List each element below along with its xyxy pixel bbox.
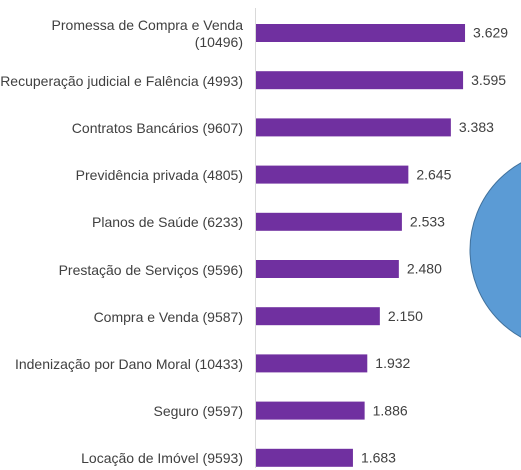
category-label: Previdência privada (4805) (75, 167, 243, 184)
category-label: Prestação de Serviços (9596) (58, 261, 243, 278)
data-label: 2.533 (410, 214, 445, 230)
data-label: 3.383 (459, 119, 494, 135)
bar (256, 165, 409, 184)
data-label: 1.932 (375, 355, 410, 371)
bar (256, 354, 368, 373)
category-label: Locação de Imóvel (9593) (81, 450, 243, 467)
decorative-circle (469, 162, 521, 338)
data-label: 2.645 (416, 166, 451, 182)
bar (256, 212, 402, 231)
data-label: 1.683 (361, 450, 396, 466)
category-label: Seguro (9597) (153, 403, 243, 420)
bar (256, 448, 353, 467)
category-label: Planos de Saúde (6233) (92, 214, 243, 231)
bar (256, 24, 466, 42)
data-label: 3.629 (473, 25, 508, 41)
category-label: Indenização por Dano Moral (10433) (14, 355, 243, 372)
data-label: 2.150 (388, 308, 423, 324)
category-label: Contratos Bancários (9607) (71, 119, 243, 136)
bar (256, 118, 451, 137)
category-label: Compra e Venda (9587) (93, 308, 243, 325)
category-label: Recuperação judicial e Falência (4993) (0, 72, 243, 89)
data-label: 3.595 (471, 72, 506, 88)
bar (256, 401, 365, 420)
bar (256, 260, 399, 278)
data-label: 1.886 (373, 402, 408, 418)
data-label: 2.480 (407, 261, 442, 277)
category-label: Promessa de Compra e Venda (10496) (51, 17, 243, 50)
bar (256, 307, 380, 326)
bar (256, 71, 464, 90)
